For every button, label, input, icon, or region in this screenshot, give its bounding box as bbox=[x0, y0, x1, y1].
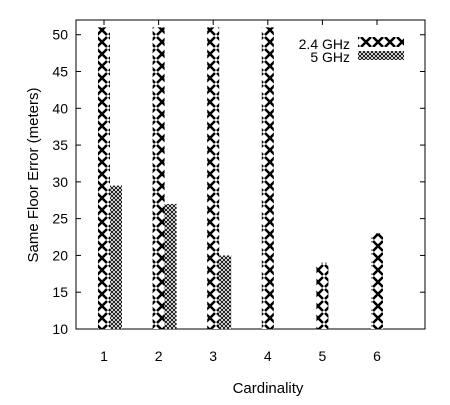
bar-2-4ghz-2 bbox=[152, 27, 165, 329]
y-tick-label: 50 bbox=[52, 27, 68, 43]
y-axis-title: Same Floor Error (meters) bbox=[25, 87, 42, 262]
legend-label-5ghz: 5 GHz bbox=[310, 49, 350, 65]
y-axis-ticks: 10 15 20 25 30 35 40 45 50 bbox=[52, 27, 425, 337]
legend-swatch-2-4ghz bbox=[358, 37, 404, 47]
x-tick-label: 5 bbox=[319, 348, 327, 364]
y-tick-label: 45 bbox=[52, 64, 68, 80]
y-tick-label: 15 bbox=[52, 284, 68, 300]
y-tick-label: 20 bbox=[52, 247, 68, 263]
bar-5ghz-2 bbox=[164, 203, 177, 329]
x-tick-label: 1 bbox=[100, 348, 108, 364]
bar-2-4ghz-6 bbox=[371, 233, 383, 329]
x-axis-ticks: 1 2 3 4 5 6 bbox=[100, 20, 381, 364]
legend-swatch-5ghz bbox=[358, 51, 404, 60]
bar-5ghz-3 bbox=[219, 255, 232, 329]
y-tick-label: 35 bbox=[52, 137, 68, 153]
legend-label-2-4ghz: 2.4 GHz bbox=[299, 36, 350, 52]
bar-2-4ghz-3 bbox=[207, 27, 220, 329]
y-tick-label: 30 bbox=[52, 174, 68, 190]
plot-frame bbox=[75, 19, 426, 330]
y-tick-label: 25 bbox=[52, 211, 68, 227]
bar-2-4ghz-4 bbox=[261, 27, 274, 329]
x-tick-label: 3 bbox=[209, 348, 217, 364]
x-tick-label: 6 bbox=[373, 348, 381, 364]
bar-2-4ghz-5 bbox=[316, 262, 329, 329]
bar-5ghz-1 bbox=[110, 185, 122, 329]
x-axis-title: Cardinality bbox=[233, 380, 304, 397]
bars-group bbox=[98, 27, 383, 329]
legend: 2.4 GHz 5 GHz bbox=[299, 36, 404, 65]
x-tick-label: 4 bbox=[264, 348, 272, 364]
x-tick-label: 2 bbox=[155, 348, 163, 364]
bar-2-4ghz-1 bbox=[98, 27, 110, 329]
y-tick-label: 40 bbox=[52, 100, 68, 116]
y-tick-label: 10 bbox=[52, 321, 68, 337]
